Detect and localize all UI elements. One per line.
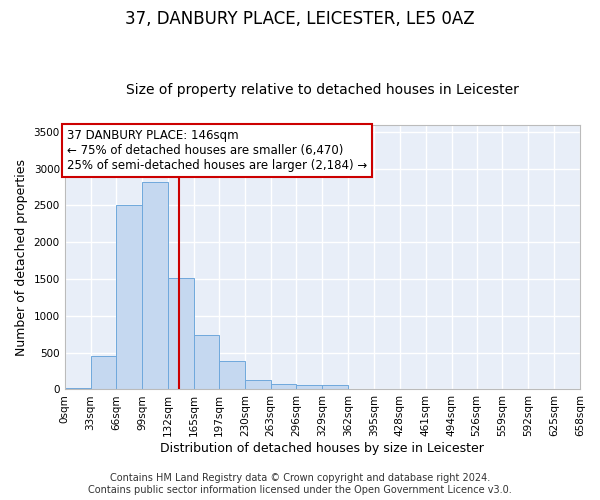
Bar: [219, 361, 245, 390]
Bar: [194, 335, 219, 390]
Bar: [168, 278, 194, 390]
Bar: [245, 380, 271, 390]
Title: Size of property relative to detached houses in Leicester: Size of property relative to detached ho…: [126, 83, 519, 97]
Bar: [142, 182, 168, 390]
Text: Contains HM Land Registry data © Crown copyright and database right 2024.
Contai: Contains HM Land Registry data © Crown c…: [88, 474, 512, 495]
Bar: [116, 205, 142, 390]
Y-axis label: Number of detached properties: Number of detached properties: [15, 158, 28, 356]
Bar: [91, 356, 116, 390]
X-axis label: Distribution of detached houses by size in Leicester: Distribution of detached houses by size …: [160, 442, 484, 455]
Bar: [271, 384, 296, 390]
Bar: [322, 386, 348, 390]
Text: 37, DANBURY PLACE, LEICESTER, LE5 0AZ: 37, DANBURY PLACE, LEICESTER, LE5 0AZ: [125, 10, 475, 28]
Bar: [296, 386, 322, 390]
Bar: [65, 388, 91, 390]
Text: 37 DANBURY PLACE: 146sqm
← 75% of detached houses are smaller (6,470)
25% of sem: 37 DANBURY PLACE: 146sqm ← 75% of detach…: [67, 129, 367, 172]
